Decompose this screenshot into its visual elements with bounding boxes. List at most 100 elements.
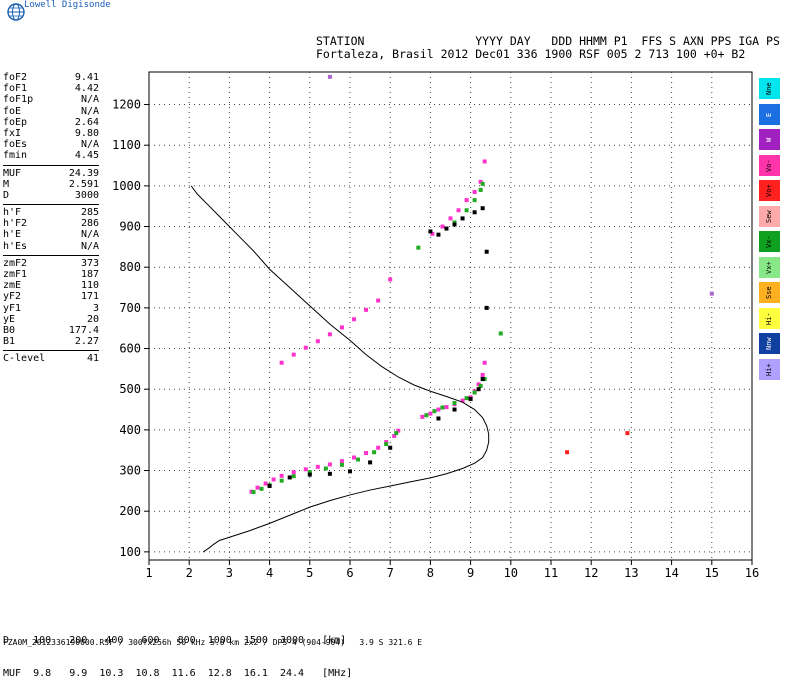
echo-point	[464, 396, 469, 401]
echo-point	[356, 457, 361, 462]
echo-point	[432, 409, 437, 414]
param-separator	[3, 164, 99, 166]
echo-point	[279, 360, 284, 365]
param-value: 2.27	[74, 336, 99, 348]
echo-point	[327, 471, 332, 476]
echo-point	[436, 232, 441, 237]
echo-point	[468, 396, 473, 401]
echo-point	[480, 206, 485, 211]
echo-point	[376, 298, 381, 303]
echo-point	[482, 377, 487, 382]
x-tick-label: 16	[745, 566, 759, 580]
param-row: foF2 9.41	[3, 72, 99, 83]
legend-item: Nne	[759, 78, 780, 99]
echo-point	[364, 451, 369, 456]
param-name: zmF1	[3, 269, 28, 280]
brand-name: Lowell Digisonde	[24, 0, 111, 10]
param-name: zmE	[3, 280, 22, 292]
echo-point	[456, 208, 461, 213]
param-name: foF2	[3, 72, 28, 83]
param-row: fmin 4.45	[3, 150, 99, 161]
header-labels: STATION YYYY DAY DDD HHMM P1 FFS S AXN P…	[316, 34, 780, 48]
param-value: 24.39	[68, 167, 99, 179]
echo-point	[287, 475, 292, 480]
param-row: zmF1 187	[3, 269, 99, 280]
echo-point	[291, 470, 296, 475]
x-tick-label: 5	[306, 566, 313, 580]
echo-point	[476, 382, 481, 387]
param-name: h'Es	[3, 240, 28, 252]
echo-point	[279, 478, 284, 483]
param-row: MUF 24.39	[3, 168, 99, 179]
echo-point	[384, 440, 389, 445]
parameter-panel: foF2 9.41 foF1 4.42 foF1p N/A foE N/A foEp 2.64 fx…	[3, 72, 99, 365]
param-row: zmE 110	[3, 280, 99, 291]
footer-info: FZA0M_2012336190000.RSF / 300fx256h 50 k…	[3, 638, 423, 647]
muf-table: D 100 200 400 600 800 1000 1500 3000 [km…	[3, 613, 352, 690]
echo-point	[472, 198, 477, 203]
y-tick-label: 500	[119, 382, 141, 396]
echo-point	[478, 383, 483, 388]
density-profile-line	[190, 185, 490, 553]
x-tick-label: 11	[544, 566, 558, 580]
param-value: 4.45	[74, 150, 99, 162]
echo-point	[480, 377, 485, 382]
muf-table-muf-row: MUF 9.8 9.9 10.3 10.8 11.6 12.8 16.1 24.…	[3, 668, 353, 679]
echo-point	[327, 462, 332, 467]
param-name: h'E	[3, 229, 22, 241]
y-tick-label: 600	[119, 342, 141, 356]
x-tick-label: 10	[504, 566, 518, 580]
echo-point	[484, 249, 489, 254]
y-tick-label: 1200	[112, 98, 141, 112]
y-tick-label: 700	[119, 301, 141, 315]
param-row: foE N/A	[3, 106, 99, 117]
y-tick-label: 100	[119, 545, 141, 559]
param-value: 3	[92, 302, 99, 314]
echo-point	[478, 187, 483, 192]
echo-point	[480, 372, 485, 377]
echo-point	[323, 466, 328, 471]
param-value: 187	[80, 269, 99, 280]
echo-point	[251, 490, 256, 495]
param-value: 373	[80, 257, 99, 269]
param-value: N/A	[80, 139, 99, 151]
param-name: M	[3, 178, 10, 190]
echo-point	[484, 305, 489, 310]
param-value: 110	[80, 280, 99, 292]
echo-point	[388, 277, 393, 282]
param-value: 285	[80, 207, 99, 219]
param-value: N/A	[80, 105, 99, 117]
param-name: fxI	[3, 127, 22, 139]
echo-point	[428, 229, 433, 234]
echo-point	[416, 245, 421, 250]
echo-point	[372, 450, 377, 455]
x-tick-label: 13	[624, 566, 638, 580]
y-tick-label: 200	[119, 504, 141, 518]
echo-point	[452, 220, 457, 225]
param-name: fmin	[3, 150, 28, 162]
echo-point	[452, 401, 457, 406]
echo-point	[448, 216, 453, 221]
x-tick-label: 1	[145, 566, 152, 580]
legend-item: E	[759, 103, 780, 125]
param-row: M 2.591	[3, 179, 99, 190]
param-row: yE 20	[3, 314, 99, 325]
param-row: C-level 41	[3, 353, 99, 364]
echo-point	[482, 360, 487, 365]
ionogram-chart: 1 2 3 4 5 6 7 8 9 10 11 12 13 14 15 1610020030040050060…	[112, 71, 759, 580]
echo-point	[271, 477, 276, 482]
y-tick-label: 900	[119, 220, 141, 234]
y-tick-label: 400	[119, 423, 141, 437]
x-tick-label: 4	[266, 566, 273, 580]
x-tick-label: 7	[387, 566, 394, 580]
legend-item: Sse	[759, 282, 780, 303]
x-tick-label: 8	[427, 566, 434, 580]
echo-point	[464, 208, 469, 213]
x-tick-label: 6	[346, 566, 353, 580]
echo-point	[472, 210, 477, 215]
echo-point	[460, 216, 465, 221]
param-name: yE	[3, 313, 16, 325]
echo-point	[376, 445, 381, 450]
x-tick-label: 15	[705, 566, 719, 580]
echo-point	[428, 411, 433, 416]
